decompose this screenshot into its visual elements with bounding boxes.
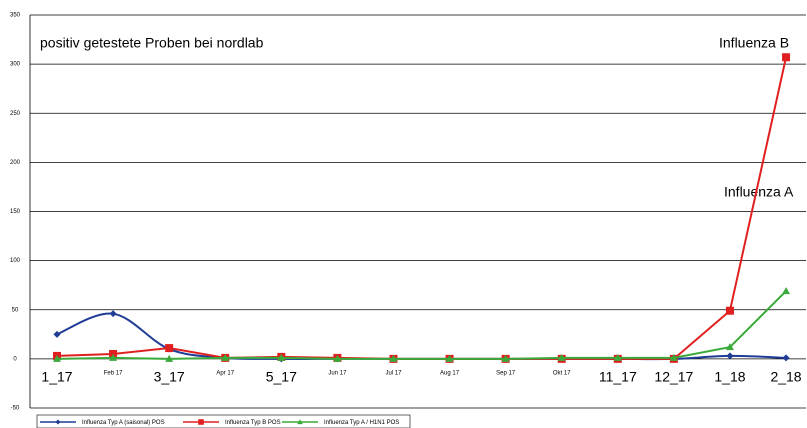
legend-label: Influenza Typ B POS [225, 420, 281, 426]
legend-box [36, 414, 411, 428]
marker [53, 354, 61, 362]
y-tick-label: 150 [10, 209, 21, 215]
marker [726, 352, 734, 360]
legend-marker [198, 419, 204, 425]
y-tick-label: 50 [12, 307, 19, 313]
x-tick-label: Jul 17 [385, 371, 402, 377]
x-tick-label: 12_17 [654, 369, 693, 385]
x-tick-label: 3_17 [154, 369, 185, 385]
y-tick-label: 350 [10, 13, 21, 19]
legend-marker [297, 419, 303, 425]
x-tick-label: 1_17 [41, 369, 72, 385]
annotation: Influenza B [719, 35, 789, 51]
marker [165, 354, 174, 362]
marker [557, 353, 566, 361]
legend-marker [55, 419, 61, 425]
marker [445, 354, 454, 362]
marker [389, 354, 398, 362]
x-tick-label: Feb 17 [104, 371, 123, 377]
y-tick-label: 250 [10, 111, 21, 117]
series-line [56, 312, 787, 361]
y-tick-label: 100 [10, 258, 21, 264]
marker [501, 354, 510, 362]
x-tick-label: Sep 17 [496, 371, 516, 377]
x-tick-label: 5_17 [266, 369, 297, 385]
x-tick-label: 1_18 [714, 369, 745, 385]
marker [669, 353, 678, 361]
x-tick-label: 2_18 [770, 369, 801, 385]
y-tick-label: 300 [10, 62, 21, 68]
marker [333, 354, 342, 362]
x-tick-label: Jun 17 [328, 371, 347, 377]
marker [613, 353, 622, 361]
marker [109, 310, 117, 318]
marker [277, 353, 286, 361]
x-tick-label: Aug 17 [440, 371, 460, 377]
marker [725, 306, 734, 315]
marker [782, 354, 790, 362]
x-tick-label: Okt 17 [553, 371, 571, 377]
marker [725, 343, 734, 351]
chart-title: positiv getestete Proben bei nordlab [40, 35, 264, 51]
x-tick-label: Apr 17 [216, 371, 234, 377]
legend-label: Influenza Typ A (saisonal) POS [82, 420, 165, 426]
y-tick-label: 200 [10, 160, 21, 166]
marker [221, 353, 230, 361]
legend-label: Influenza Typ A / H1N1 POS [324, 420, 399, 426]
marker [53, 330, 61, 338]
marker [165, 344, 174, 353]
annotation: Influenza A [724, 184, 794, 200]
y-tick-label: -50 [11, 406, 20, 412]
marker [109, 353, 118, 361]
y-tick-label: 0 [13, 356, 17, 362]
marker [782, 287, 791, 295]
series-line [56, 57, 788, 360]
series-line [56, 290, 787, 360]
x-tick-label: 11_17 [599, 369, 637, 385]
marker [782, 53, 791, 62]
